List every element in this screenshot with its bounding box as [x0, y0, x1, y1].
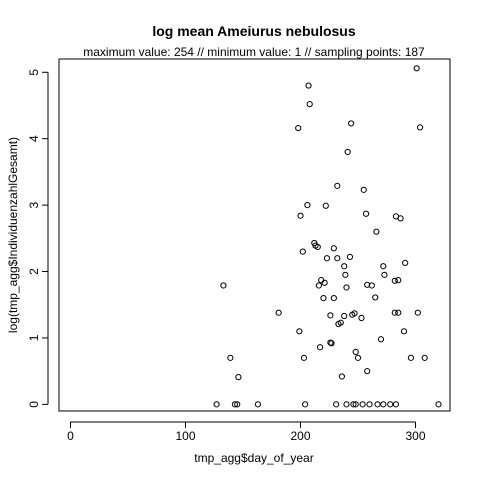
data-point	[359, 401, 366, 408]
data-point	[350, 401, 357, 408]
y-tick-label: 3	[27, 201, 41, 208]
chart-subtitle: maximum value: 254 // minimum value: 1 /…	[83, 45, 425, 59]
data-point	[231, 401, 239, 408]
data-point	[330, 294, 337, 302]
data-point	[352, 401, 359, 408]
data-point	[227, 354, 234, 361]
data-point	[397, 215, 404, 222]
data-point	[334, 255, 341, 262]
data-point	[314, 243, 321, 251]
x-tick-label: 100	[175, 429, 195, 443]
data-point	[362, 210, 370, 217]
data-point	[402, 259, 409, 266]
data-point	[417, 124, 424, 131]
y-tick-label: 1	[27, 334, 41, 341]
data-point	[377, 336, 385, 343]
y-tick-label: 2	[27, 268, 41, 275]
data-point	[305, 82, 312, 89]
data-point	[391, 277, 398, 284]
chart-title: log mean Ameiurus nebulosus	[152, 23, 356, 39]
data-point	[213, 401, 220, 408]
data-point	[374, 401, 381, 408]
x-tick-label: 300	[405, 429, 425, 443]
data-point	[343, 401, 350, 408]
data-point	[364, 281, 371, 288]
data-point	[380, 263, 387, 270]
data-point	[342, 271, 349, 278]
data-point	[302, 401, 309, 408]
x-tick-label: 0	[67, 429, 74, 443]
data-point	[413, 65, 420, 72]
data-point	[407, 354, 414, 361]
data-point	[346, 253, 354, 261]
data-point	[316, 344, 324, 351]
data-point	[421, 354, 428, 361]
data-point	[358, 314, 365, 322]
data-point	[300, 354, 308, 361]
x-axis: 0 100 200 300	[67, 421, 426, 443]
x-tick-label: 200	[290, 429, 310, 443]
data-point	[348, 120, 355, 127]
data-point	[299, 248, 306, 255]
data-point	[275, 309, 282, 316]
data-point	[296, 328, 303, 335]
data-point	[391, 309, 398, 316]
data-point	[387, 401, 394, 408]
x-axis-label: tmp_agg$day_of_year	[194, 451, 313, 465]
data-point	[360, 186, 367, 193]
data-point	[334, 182, 341, 189]
data-point	[395, 277, 402, 284]
data-point	[380, 401, 387, 408]
data-point	[321, 279, 328, 286]
data-point	[330, 245, 337, 252]
data-point	[328, 340, 335, 347]
data-point	[327, 312, 334, 319]
data-point	[315, 282, 322, 289]
data-point	[343, 284, 350, 291]
y-tick-label: 5	[27, 69, 41, 76]
data-point	[435, 401, 442, 408]
data-point	[364, 368, 371, 375]
data-point	[373, 228, 380, 235]
data-point	[295, 124, 302, 132]
data-points	[213, 65, 442, 408]
data-point	[323, 255, 331, 262]
data-point	[372, 294, 379, 301]
y-tick-label: 0	[27, 401, 41, 408]
data-point	[414, 309, 421, 316]
y-axis-label: log(tmp_agg$IndividuenzahlGesamt)	[6, 137, 20, 333]
data-point	[320, 294, 327, 302]
data-point	[254, 401, 262, 408]
data-point	[338, 373, 345, 380]
data-point	[297, 212, 304, 219]
data-point	[344, 148, 351, 156]
y-tick-label: 4	[27, 135, 41, 142]
data-point	[368, 282, 375, 289]
data-point	[220, 282, 227, 289]
data-point	[304, 202, 311, 209]
data-point	[341, 312, 348, 320]
data-point	[341, 263, 348, 270]
data-point	[366, 401, 373, 408]
data-point	[235, 374, 242, 381]
data-point	[337, 319, 344, 326]
data-point	[395, 309, 402, 316]
data-point	[306, 101, 313, 108]
data-point	[351, 310, 358, 317]
data-point	[322, 202, 329, 209]
plot-frame	[58, 58, 451, 412]
data-point	[392, 401, 400, 408]
data-point	[333, 401, 340, 408]
data-point	[381, 271, 388, 278]
data-point	[354, 354, 362, 361]
y-axis: 0 1 2 3 4 5	[27, 69, 49, 408]
data-point	[352, 348, 359, 355]
data-point	[234, 401, 241, 408]
data-point	[400, 328, 408, 335]
